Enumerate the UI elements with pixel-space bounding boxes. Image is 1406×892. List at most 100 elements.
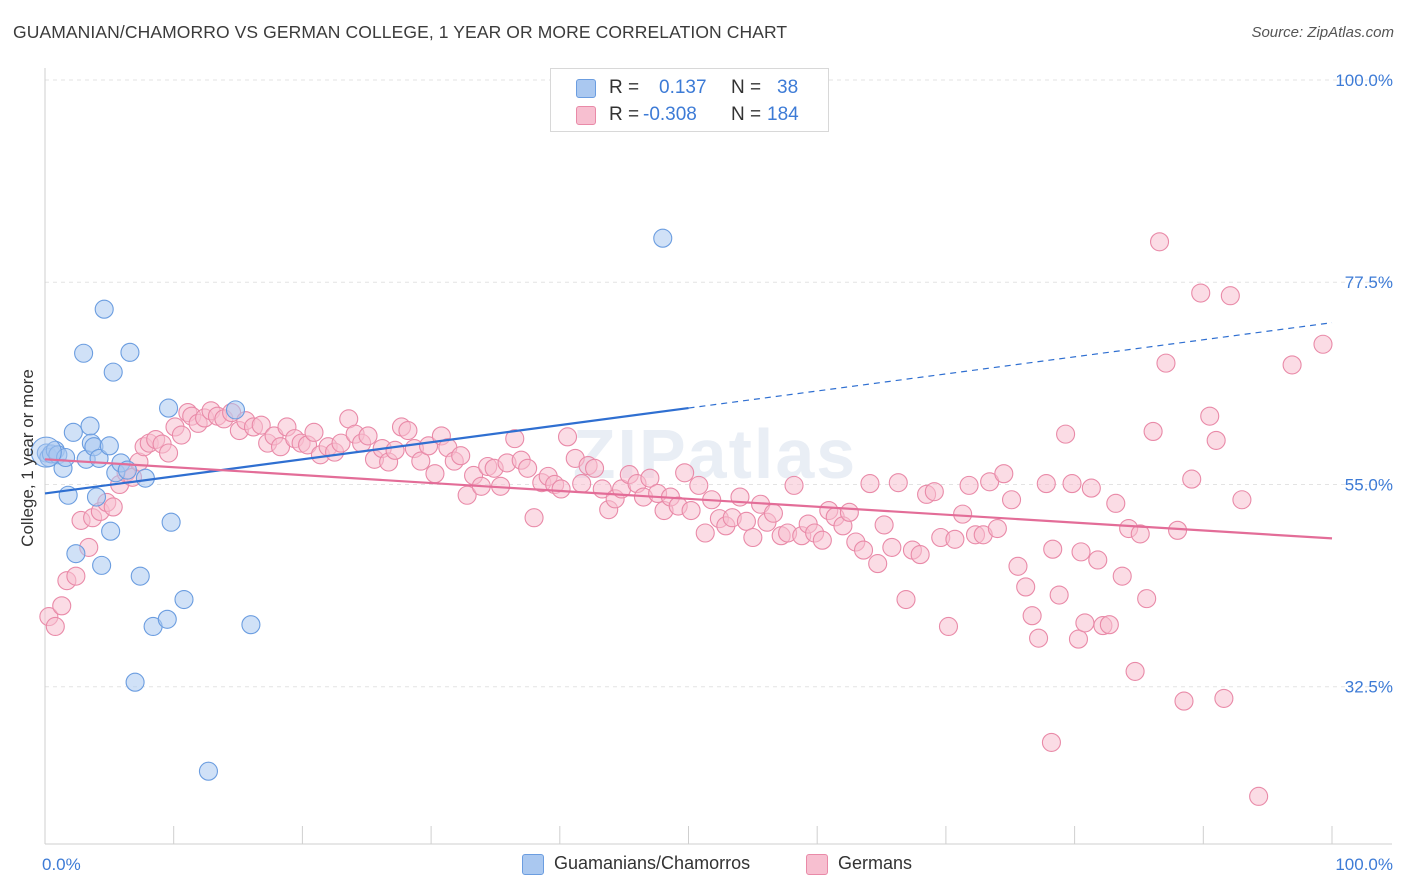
data-point <box>1075 613 1095 633</box>
data-point <box>945 529 965 549</box>
data-point <box>896 589 916 610</box>
data-point <box>99 436 119 456</box>
trend-line <box>44 406 689 495</box>
data-point <box>524 508 544 528</box>
data-point <box>882 537 902 557</box>
data-point <box>101 521 121 541</box>
trend-line <box>44 458 1333 540</box>
grid-lines <box>45 79 1392 688</box>
data-point <box>1043 539 1063 559</box>
legend-swatch-guamanian <box>576 79 596 98</box>
stats-legend: R = 0.137 N = 38 R = -0.308 N = 184 <box>550 68 829 132</box>
data-point <box>125 672 145 692</box>
data-point <box>1214 688 1234 708</box>
y-axis-label: College, 1 year or more <box>18 369 37 547</box>
data-point <box>1008 556 1028 576</box>
data-point <box>66 544 86 564</box>
data-point <box>1088 550 1108 570</box>
r-value: 0.137 <box>659 77 707 98</box>
data-point <box>1029 628 1049 648</box>
trend-lines <box>44 322 1333 540</box>
data-point <box>888 473 908 493</box>
data-point <box>695 523 715 543</box>
data-point <box>1220 286 1240 306</box>
data-point <box>1182 469 1202 489</box>
data-point <box>52 596 72 616</box>
data-point <box>1191 283 1211 303</box>
data-point <box>987 518 1007 539</box>
watermark: ZIPatlas <box>573 415 857 493</box>
data-point <box>1022 606 1042 626</box>
data-point <box>557 427 578 447</box>
y-tick-label: 32.5% <box>1345 678 1393 697</box>
data-point <box>938 616 959 637</box>
data-point <box>80 416 100 436</box>
data-point <box>853 540 874 560</box>
data-point <box>953 504 973 524</box>
data-point <box>1282 355 1302 375</box>
data-point <box>736 511 756 531</box>
tick-labels: 100.0% 77.5% 55.0% 32.5% 0.0% 100.0% <box>42 71 1393 874</box>
data-point <box>743 527 763 548</box>
bottom-legend-swatch-guamanian <box>522 854 544 875</box>
data-points <box>30 228 1333 806</box>
data-point <box>812 530 832 550</box>
data-point <box>1106 493 1126 513</box>
data-point <box>1206 430 1226 450</box>
data-point <box>1099 615 1119 635</box>
data-point <box>675 463 695 483</box>
data-point <box>763 503 783 523</box>
data-point <box>1041 732 1061 752</box>
data-point <box>653 228 673 248</box>
data-point <box>572 474 592 494</box>
data-point <box>1016 577 1036 597</box>
data-point <box>120 342 140 362</box>
data-point <box>1112 566 1132 586</box>
bottom-legend-label: Germans <box>838 853 913 873</box>
y-tick-label: 77.5% <box>1345 273 1393 292</box>
n-value: 38 <box>777 77 799 98</box>
data-point <box>1049 585 1069 605</box>
data-point <box>74 343 94 363</box>
y-tick-label: 55.0% <box>1345 475 1393 494</box>
data-point <box>157 609 177 629</box>
data-point <box>135 468 155 488</box>
data-point <box>159 398 179 418</box>
data-point <box>505 429 525 449</box>
data-point <box>94 299 114 319</box>
data-point <box>640 468 660 488</box>
x-tick-label: 100.0% <box>1335 855 1393 874</box>
data-point <box>1130 524 1150 544</box>
source-label: Source: ZipAtlas.com <box>1251 24 1394 41</box>
data-point <box>1036 474 1056 494</box>
data-point <box>910 545 930 565</box>
data-point <box>994 464 1014 484</box>
data-point <box>92 555 112 575</box>
data-point <box>784 475 804 495</box>
r-value: -0.308 <box>643 104 697 125</box>
data-point <box>103 362 123 382</box>
data-point <box>304 422 324 442</box>
data-point <box>874 515 894 535</box>
data-point <box>551 479 571 499</box>
n-label: N = <box>731 77 762 98</box>
data-point <box>251 415 271 435</box>
data-point <box>1125 661 1145 681</box>
data-point <box>1143 421 1163 441</box>
data-point <box>1071 542 1091 562</box>
data-point <box>1062 474 1082 494</box>
data-point <box>66 566 86 586</box>
data-point <box>331 433 351 453</box>
n-label: N = <box>731 104 762 125</box>
data-point <box>1137 589 1157 609</box>
legend-row-german: R = -0.308 N = 184 <box>551 101 828 127</box>
data-point <box>171 425 191 445</box>
data-point <box>385 440 405 460</box>
data-point <box>1149 232 1170 252</box>
x-tick-label: 0.0% <box>42 855 81 874</box>
data-point <box>63 422 83 442</box>
data-point <box>860 474 880 494</box>
data-point <box>1232 490 1252 510</box>
data-point <box>103 497 123 517</box>
